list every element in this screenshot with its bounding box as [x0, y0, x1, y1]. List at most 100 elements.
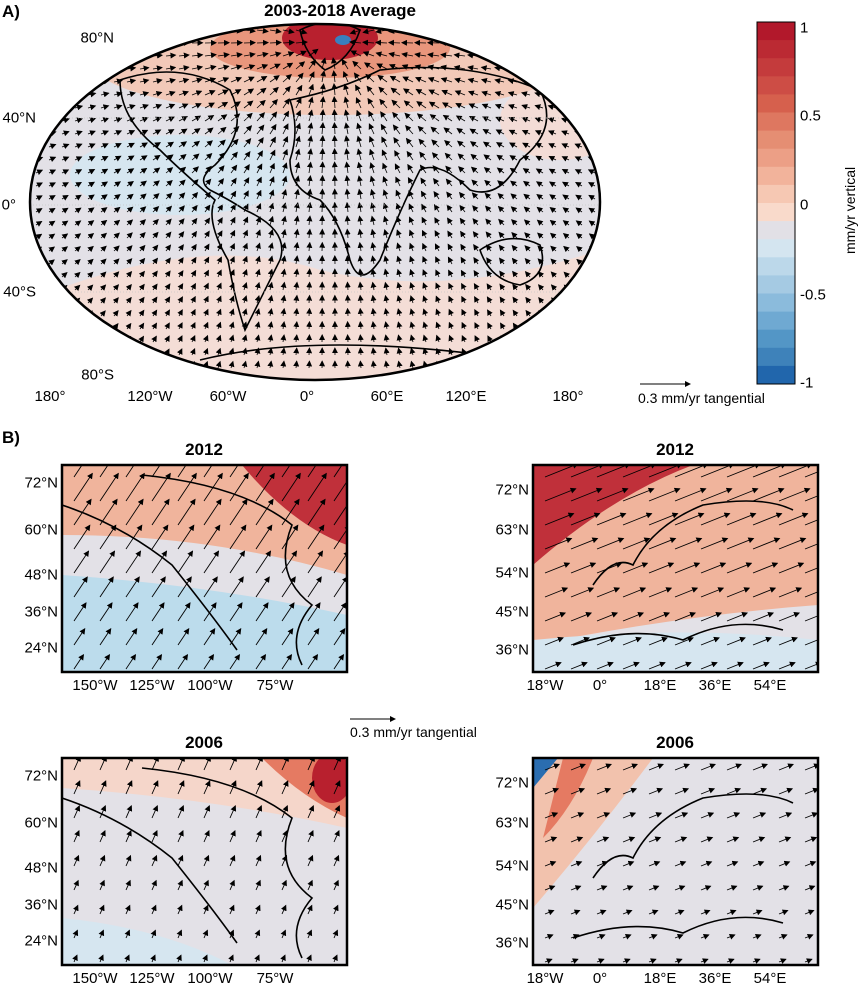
lon-tick: 54°E — [754, 677, 787, 694]
arrow — [535, 80, 543, 82]
arrow — [565, 337, 569, 342]
arrow — [36, 132, 43, 134]
lat-tick: 72°N — [2, 768, 58, 785]
regional-map-europe-2012 — [533, 464, 838, 672]
colorbar-bin — [757, 348, 795, 367]
colorbar-bin — [757, 94, 795, 113]
arrow — [153, 362, 156, 368]
arrow — [166, 362, 169, 368]
arrow — [192, 30, 202, 31]
colorbar-bin — [757, 294, 795, 313]
reference-arrow-label-a: 0.3 mm/yr tangential — [638, 390, 765, 406]
arrow — [591, 311, 595, 316]
arrow — [75, 337, 79, 342]
map-title: 2012 — [185, 440, 223, 460]
lat-tick: 40°S — [0, 284, 36, 301]
arrow — [578, 298, 582, 303]
lat-tick: 48°N — [2, 860, 58, 877]
arrow — [565, 298, 569, 303]
arrow — [49, 325, 53, 329]
arrow — [565, 311, 569, 316]
arrow — [501, 349, 504, 355]
colorbar-bin — [757, 149, 795, 168]
arrow — [62, 68, 69, 69]
arrow — [88, 55, 96, 56]
arrow — [49, 106, 56, 108]
colorbar-bin — [757, 58, 795, 77]
lat-tick: 45°N — [473, 604, 529, 621]
arrow — [514, 349, 517, 355]
arrow — [535, 55, 543, 56]
arrow — [179, 30, 189, 31]
arrow — [548, 93, 556, 95]
regional-map-north-america-2006 — [62, 753, 352, 965]
arrow — [577, 285, 582, 290]
arrow — [588, 68, 595, 69]
arrow — [590, 298, 595, 303]
arrow — [49, 81, 56, 82]
lat-tick: 0° — [0, 197, 16, 214]
greenland-high-uplift — [282, 16, 378, 60]
arrow — [49, 299, 54, 303]
arrow — [450, 362, 452, 368]
arrow — [588, 132, 595, 134]
arrow — [127, 350, 130, 355]
arrow — [36, 325, 40, 329]
lon-tick: 150°W — [72, 677, 117, 694]
arrow — [36, 94, 43, 95]
arrow — [552, 350, 556, 355]
lat-tick: 36°N — [473, 935, 529, 952]
arrow — [588, 106, 595, 108]
lat-tick: 36°N — [2, 897, 58, 914]
arrow — [49, 286, 54, 290]
arrow — [428, 30, 439, 31]
arrow — [309, 322, 310, 329]
arrow — [535, 68, 543, 69]
arrow — [62, 106, 69, 108]
arrow — [588, 119, 595, 121]
lon-tick: 100°W — [187, 677, 232, 694]
arrow — [62, 337, 66, 342]
arrow — [591, 350, 595, 355]
arrow — [62, 94, 69, 95]
lat-tick: 54°N — [473, 858, 529, 875]
arrow — [552, 337, 556, 342]
colorbar-bin — [757, 40, 795, 59]
arrow — [179, 362, 182, 368]
arrow — [218, 30, 229, 31]
arrow — [539, 350, 543, 355]
lon-tick: 36°E — [699, 677, 732, 694]
lat-tick: 72°N — [473, 482, 529, 499]
colorbar-bin — [757, 113, 795, 132]
arrow — [75, 324, 79, 329]
arrow — [565, 324, 569, 329]
colorbar-bin — [757, 239, 795, 258]
arrow — [36, 351, 40, 355]
arrow — [475, 362, 478, 368]
colorbar-tick: 1 — [800, 20, 808, 37]
lon-tick: 18°E — [644, 677, 677, 694]
arrow — [127, 55, 135, 56]
arrow — [75, 68, 82, 69]
colorbar-tick: -1 — [800, 375, 813, 392]
arrow — [548, 81, 556, 82]
arrow — [481, 55, 491, 56]
arrow — [526, 324, 530, 329]
reference-arrow-label-b: 0.3 mm/yr tangential — [350, 724, 477, 740]
arrow — [49, 363, 53, 368]
lat-tick: 80°S — [58, 367, 114, 384]
lon-tick: 18°W — [527, 677, 564, 694]
arrow — [114, 363, 117, 368]
arrow — [127, 363, 130, 368]
lon-tick: 120°E — [445, 388, 486, 405]
arrow — [591, 324, 595, 329]
colorbar-bin — [757, 22, 795, 41]
arrow — [508, 55, 517, 56]
arrow — [49, 312, 53, 316]
arrow — [588, 144, 595, 147]
colorbar-bin — [757, 330, 795, 349]
lat-tick: 60°N — [2, 815, 58, 832]
arrow — [591, 363, 595, 368]
arrow — [552, 363, 556, 368]
arrow — [88, 337, 92, 342]
